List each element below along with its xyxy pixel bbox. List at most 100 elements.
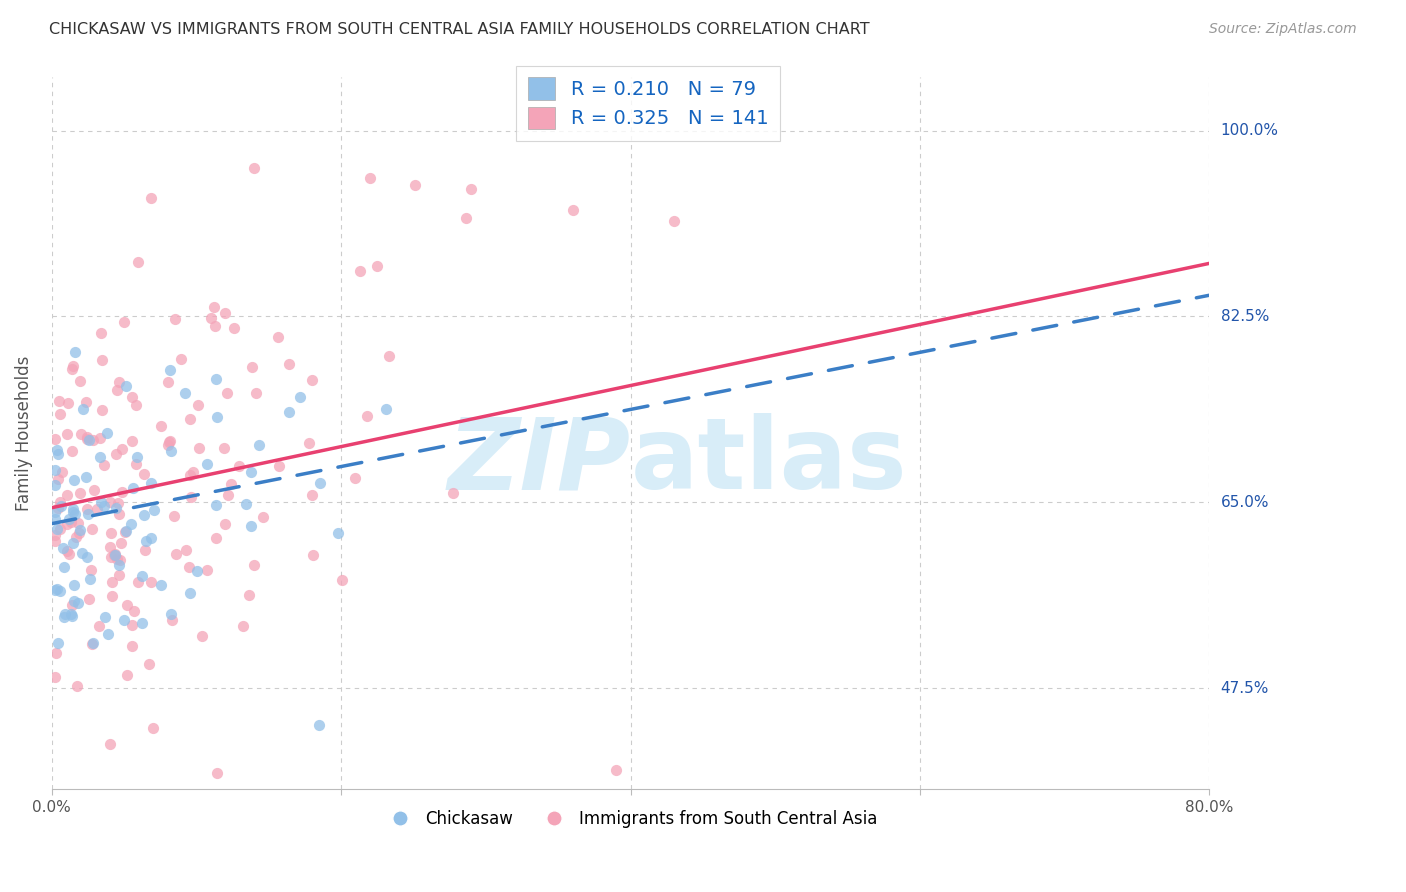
Point [309,475,332,490]
Point [46,447,69,461]
Point [100,525,122,540]
Point [142,503,165,517]
Point [252,509,274,524]
Point [44,478,66,492]
Point [79,572,101,586]
Point [205,531,228,545]
Point [107,496,129,510]
Point [80,637,103,651]
Point [202,300,225,314]
Point [121,434,143,449]
Point [82,636,104,650]
Point [219,477,242,491]
Point [298,435,321,450]
Point [132,508,155,523]
Text: ZIP: ZIP [447,413,630,510]
Y-axis label: Family Households: Family Households [15,356,32,511]
Point [187,398,209,412]
Point [121,618,143,632]
Point [49,522,72,536]
Point [66,679,89,693]
Point [101,589,124,603]
Point [82,433,104,447]
Point [330,573,353,587]
Point [98,541,121,555]
Point [359,171,381,186]
Point [187,441,209,455]
Point [105,501,128,516]
Point [89,431,111,445]
Point [62,506,84,520]
Point [86,502,108,516]
Point [44,670,66,684]
Text: 82.5%: 82.5% [1220,309,1268,324]
Point [228,459,250,474]
Point [98,495,121,509]
Point [115,598,138,612]
Point [160,613,183,627]
Point [105,446,128,460]
Point [195,563,218,577]
Point [66,596,89,610]
Point [239,519,262,533]
Point [127,575,149,590]
Point [44,582,66,597]
Point [69,374,91,388]
Point [76,432,98,446]
Point [89,450,111,464]
Point [232,619,254,633]
Point [301,373,323,387]
Point [125,398,148,412]
Point [63,593,86,607]
Point [605,763,627,777]
Point [49,500,72,514]
Point [58,547,80,561]
Point [52,541,75,555]
Point [159,607,181,622]
Text: Source: ZipAtlas.com: Source: ZipAtlas.com [1209,22,1357,37]
Point [44,512,66,526]
Point [53,607,76,621]
Point [101,574,124,589]
Point [60,516,83,530]
Point [139,476,162,491]
Point [53,610,76,624]
Point [44,432,66,446]
Point [77,592,100,607]
Point [65,344,87,359]
Point [97,626,120,640]
Point [142,721,165,735]
Point [165,547,187,561]
Point [356,409,378,423]
Text: 65.0%: 65.0% [1220,495,1270,510]
Point [48,495,70,509]
Point [179,412,201,426]
Point [51,465,73,479]
Point [156,375,179,389]
Point [374,402,396,417]
Point [326,525,349,540]
Point [120,516,142,531]
Point [662,214,685,228]
Point [69,426,91,441]
Point [63,473,86,487]
Point [112,315,135,329]
Point [460,182,482,196]
Point [165,312,187,326]
Point [214,441,236,455]
Point [104,548,127,562]
Point [238,588,260,602]
Point [243,558,266,573]
Point [157,434,180,449]
Point [108,553,131,567]
Point [63,578,86,592]
Legend: Chickasaw, Immigrants from South Central Asia: Chickasaw, Immigrants from South Central… [377,803,884,834]
Point [46,443,69,458]
Point [308,718,330,732]
Point [191,629,214,643]
Point [60,362,83,376]
Point [247,438,270,452]
Point [131,568,153,582]
Point [127,255,149,269]
Point [60,444,83,458]
